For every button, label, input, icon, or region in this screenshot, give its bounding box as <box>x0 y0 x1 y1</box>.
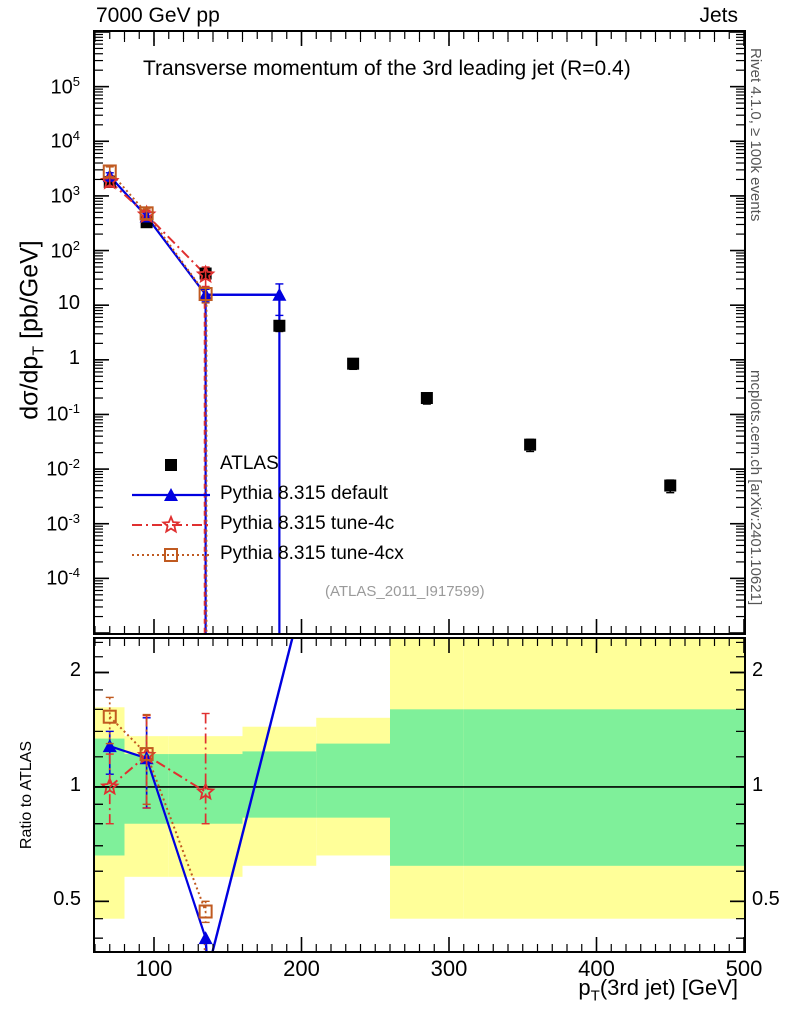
y-tick-label: 10-4 <box>46 565 80 591</box>
rivet-version-note: Rivet 4.1.0, ≥ 100k events <box>747 48 764 222</box>
ratio-y-tick-label-left: 0.5 <box>53 888 81 911</box>
y-tick-label: 10 <box>57 292 80 315</box>
legend-marker-filled-triangle-icon <box>128 480 214 510</box>
mcplots-source-note: mcplots.cern.ch [arXiv:2401.10621] <box>747 370 764 606</box>
analysis-category-label: Jets <box>699 4 738 27</box>
x-tick-label: 400 <box>578 956 615 981</box>
legend-label: Pythia 8.315 default <box>220 483 388 504</box>
legend-marker-filled-square-icon <box>128 450 214 480</box>
y-tick-label: 103 <box>50 182 80 208</box>
legend-marker-open-square-icon <box>128 540 214 570</box>
ratio-y-tick-label-right: 0.5 <box>752 888 780 911</box>
beam-energy-label: 7000 GeV pp <box>96 4 220 27</box>
legend-label: Pythia 8.315 tune-4cx <box>220 543 404 564</box>
x-axis-label: pT(3rd jet) [GeV] <box>578 975 738 1004</box>
ratio-axis-ticks <box>94 639 745 951</box>
y-tick-label: 10-1 <box>46 401 80 427</box>
ratio-y-tick-label-right: 1 <box>752 773 764 796</box>
y-tick-label: 104 <box>50 128 80 153</box>
ratio-plot-canvas <box>95 639 744 951</box>
legend-marker-open-star-icon <box>128 510 214 540</box>
ratio-y-tick-label-left: 1 <box>69 773 81 796</box>
x-axis-label-rest: (3rd jet) [GeV] <box>599 975 738 1000</box>
x-axis-label-subscript: T <box>590 987 600 1005</box>
main-y-tick-labels: 105 104 103 102 10 1 10-1 10-2 10-3 10-4 <box>0 0 88 1024</box>
main-plot-frame <box>93 30 746 635</box>
y-tick-label: 10-2 <box>46 456 80 481</box>
main-plot-canvas <box>95 32 744 633</box>
x-tick-label: 100 <box>135 956 173 981</box>
y-tick-label: 102 <box>50 237 80 263</box>
x-tick-label: 200 <box>283 956 320 981</box>
ratio-y-tick-label-left: 2 <box>69 659 81 682</box>
x-axis-label-main: p <box>578 975 591 1000</box>
analysis-id-watermark: (ATLAS_2011_I917599) <box>325 583 485 600</box>
y-tick-label: 10-3 <box>46 510 80 536</box>
y-tick-label: 105 <box>50 73 80 99</box>
y-tick-label: 1 <box>68 346 80 369</box>
ratio-y-tick-label-right: 2 <box>752 659 764 682</box>
ratio-plot-frame <box>93 637 746 953</box>
legend-label: Pythia 8.315 tune-4c <box>220 513 395 534</box>
x-tick-label: 300 <box>430 956 468 981</box>
main-axis-ticks <box>94 31 745 634</box>
legend-label: ATLAS <box>220 453 279 474</box>
x-tick-label: 500 <box>725 956 763 981</box>
plot-title: Transverse momentum of the 3rd leading j… <box>143 57 631 80</box>
